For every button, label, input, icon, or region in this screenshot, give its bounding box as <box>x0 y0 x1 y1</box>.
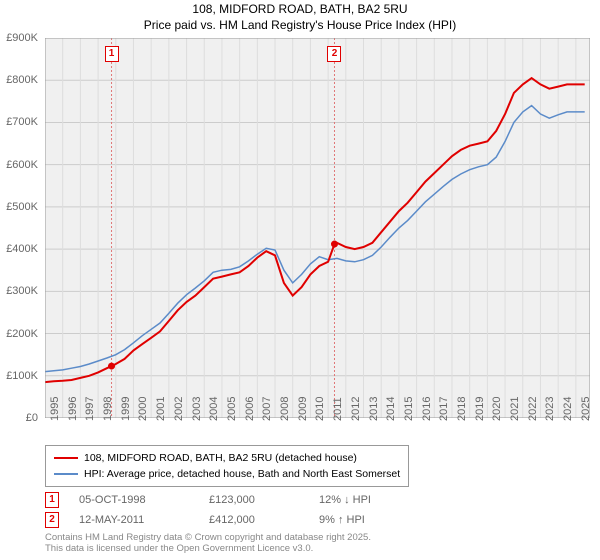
legend-swatch-price-paid <box>54 457 78 459</box>
legend-label-hpi: HPI: Average price, detached house, Bath… <box>84 468 400 480</box>
sale-price-2: £412,000 <box>209 514 319 526</box>
chart-marker-badge-1: 1 <box>105 46 119 62</box>
sales-table: 1 05-OCT-1998 £123,000 12% ↓ HPI 2 12-MA… <box>45 490 371 530</box>
sale-date-1: 05-OCT-1998 <box>79 494 209 506</box>
sale-date-2: 12-MAY-2011 <box>79 514 209 526</box>
legend-item-price-paid: 108, MIDFORD ROAD, BATH, BA2 5RU (detach… <box>54 450 400 466</box>
plot-svg <box>45 38 590 418</box>
legend-label-price-paid: 108, MIDFORD ROAD, BATH, BA2 5RU (detach… <box>84 452 357 464</box>
footer: Contains HM Land Registry data © Crown c… <box>45 532 371 555</box>
sale-badge-2: 2 <box>45 512 59 528</box>
footer-line1: Contains HM Land Registry data © Crown c… <box>45 532 371 543</box>
chart-area: £0£100K£200K£300K£400K£500K£600K£700K£80… <box>45 38 590 418</box>
sale-price-1: £123,000 <box>209 494 319 506</box>
sale-row-2: 2 12-MAY-2011 £412,000 9% ↑ HPI <box>45 510 371 530</box>
title-line2: Price paid vs. HM Land Registry's House … <box>0 18 600 34</box>
legend: 108, MIDFORD ROAD, BATH, BA2 5RU (detach… <box>45 445 409 487</box>
chart-marker-badge-2: 2 <box>327 46 341 62</box>
footer-line2: This data is licensed under the Open Gov… <box>45 543 371 554</box>
title-line1: 108, MIDFORD ROAD, BATH, BA2 5RU <box>0 2 600 18</box>
sale-diff-2: 9% ↑ HPI <box>319 514 365 526</box>
sale-diff-1: 12% ↓ HPI <box>319 494 371 506</box>
legend-swatch-hpi <box>54 473 78 475</box>
sale-row-1: 1 05-OCT-1998 £123,000 12% ↓ HPI <box>45 490 371 510</box>
chart-container: 108, MIDFORD ROAD, BATH, BA2 5RU Price p… <box>0 0 600 560</box>
title-block: 108, MIDFORD ROAD, BATH, BA2 5RU Price p… <box>0 0 600 33</box>
sale-badge-1: 1 <box>45 492 59 508</box>
legend-item-hpi: HPI: Average price, detached house, Bath… <box>54 466 400 482</box>
